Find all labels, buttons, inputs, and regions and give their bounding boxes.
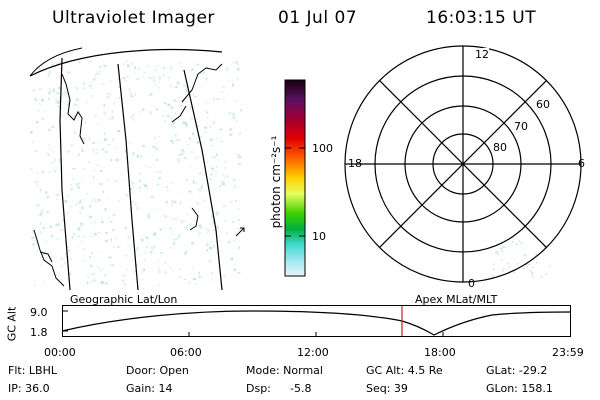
mlt-line-diagonal-b xyxy=(379,80,547,248)
status-seq: Seq: 39 xyxy=(366,382,408,395)
instrument-title: Ultraviolet Imager xyxy=(52,8,215,28)
polar-emission-speckle xyxy=(491,240,551,278)
orbit-x-tick-0600: 06:00 xyxy=(170,346,202,359)
colorbar-tick-10: 10 xyxy=(312,230,326,243)
orbit-y-axis-label: GC Alt xyxy=(5,306,19,342)
lat-label-70: 70 xyxy=(514,120,528,133)
coastline xyxy=(29,47,223,287)
orbit-title-apex: Apex MLat/MLT xyxy=(415,293,498,306)
colorbar-unit-label: photon cm⁻²s⁻¹ xyxy=(269,135,283,229)
status-glon: GLon: 158.1 xyxy=(486,382,553,395)
colorbar xyxy=(284,79,306,277)
status-gc-alt: GC Alt: 4.5 Re xyxy=(366,364,443,377)
orbit-x-tick-1800: 18:00 xyxy=(424,346,456,359)
orbit-y-tick-1-8: 1.8 xyxy=(30,326,48,339)
orbit-plot xyxy=(61,305,571,337)
emission-speckle xyxy=(30,60,242,288)
orbit-x-tick-2359: 23:59 xyxy=(552,346,584,359)
status-glat: GLat: -29.2 xyxy=(486,364,548,377)
geographic-image xyxy=(29,47,245,291)
lat-label-80: 80 xyxy=(493,141,507,154)
status-door: Door: Open xyxy=(126,364,189,377)
orbit-altitude-curve xyxy=(61,310,571,336)
orbit-x-tick-0000: 00:00 xyxy=(44,346,76,359)
meridian-lines xyxy=(29,48,223,291)
status-dsp-value: -5.8 xyxy=(290,382,312,395)
status-gain: Gain: 14 xyxy=(126,382,173,395)
orbit-x-tick-1200: 12:00 xyxy=(297,346,329,359)
direction-arrow-icon xyxy=(235,227,245,237)
orbit-y-tick-9: 9.0 xyxy=(30,306,48,319)
colorbar-tick-100: 100 xyxy=(312,142,333,155)
status-ip: IP: 36.0 xyxy=(8,382,50,395)
mlt-label-12: 12 xyxy=(475,48,489,61)
lat-label-60: 60 xyxy=(536,98,550,111)
status-mode: Mode: Normal xyxy=(246,364,323,377)
status-filter: Flt: LBHL xyxy=(8,364,57,377)
mlt-label-0: 0 xyxy=(468,277,475,290)
status-dsp-label: Dsp: xyxy=(246,382,271,395)
image-time: 16:03:15 UT xyxy=(426,8,537,28)
orbit-title-geographic: Geographic Lat/Lon xyxy=(70,293,178,306)
mlt-label-6: 6 xyxy=(578,157,585,170)
image-date: 01 Jul 07 xyxy=(278,8,358,28)
polar-plot xyxy=(344,45,582,283)
mlt-label-18: 18 xyxy=(348,157,362,170)
